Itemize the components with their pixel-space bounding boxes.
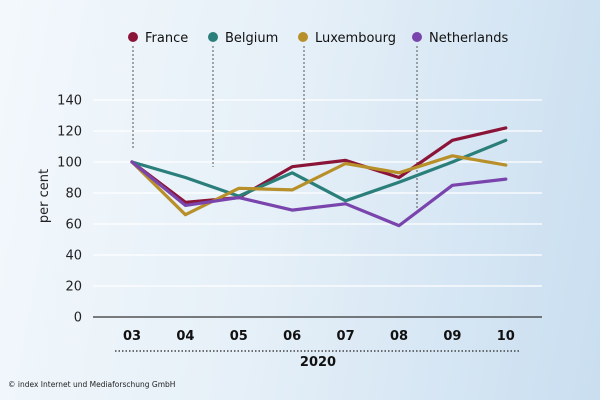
legend-label: Belgium <box>225 31 278 46</box>
y-tick-label: 120 <box>57 125 82 140</box>
x-tick-label: 03 <box>123 329 141 344</box>
legend-marker <box>298 32 308 42</box>
x-tick-label: 06 <box>283 329 301 344</box>
series-line-netherlands <box>130 160 508 228</box>
y-tick-label: 60 <box>65 218 82 233</box>
x-tick-label: 05 <box>230 329 248 344</box>
axis-layer: 0 20 40 60 80 100 120 140 03 04 05 06 07 08 09 10 <box>57 94 542 352</box>
y-tick-label: 40 <box>65 249 82 264</box>
y-tick-label: 0 <box>74 311 82 326</box>
legend-label: Luxembourg <box>315 31 396 46</box>
series-layer <box>130 126 508 228</box>
x-axis-title: 2020 <box>300 355 336 370</box>
x-tick-label: 07 <box>337 329 355 344</box>
legend-marker <box>208 32 218 42</box>
grid-layer <box>93 99 542 287</box>
legend-marker <box>412 32 422 42</box>
x-tick-label: 08 <box>390 329 408 344</box>
y-tick-label: 140 <box>57 94 82 109</box>
copyright-notice: © index Internet und Mediaforschung GmbH <box>8 380 176 389</box>
legend-guide-layer <box>132 46 418 210</box>
y-tick-label: 20 <box>65 280 82 295</box>
y-tick-label: 80 <box>65 187 82 202</box>
legend-label: France <box>145 31 188 46</box>
x-tick-label: 10 <box>497 329 515 344</box>
series-line-france <box>130 126 508 204</box>
series-line-luxembourg <box>130 154 508 217</box>
series-line-belgium <box>130 138 508 203</box>
x-tick-label: 04 <box>176 329 194 344</box>
legend-label: Netherlands <box>429 31 508 46</box>
legend-marker <box>128 32 138 42</box>
x-tick-label: 09 <box>443 329 461 344</box>
y-axis-title: per cent <box>37 169 52 223</box>
y-tick-label: 100 <box>57 156 82 171</box>
legend: France Belgium Luxembourg Netherlands <box>128 31 508 46</box>
